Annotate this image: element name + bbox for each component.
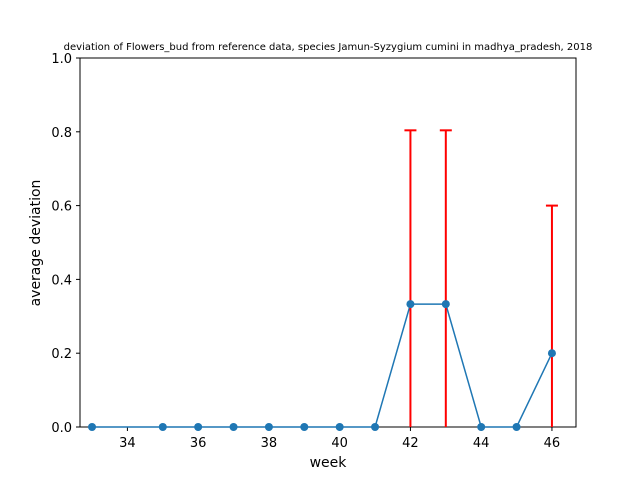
data-point	[477, 423, 486, 431]
data-point	[300, 423, 309, 431]
x-tick-label: 38	[261, 436, 278, 451]
x-tick-label: 40	[331, 436, 348, 451]
y-tick-label: 0.0	[51, 421, 72, 436]
data-point	[229, 423, 238, 431]
x-tick-label: 44	[473, 436, 490, 451]
axes-frame	[79, 57, 577, 428]
chart-title: deviation of Flowers_bud from reference …	[64, 42, 593, 53]
y-tick-label: 0.2	[51, 347, 72, 362]
x-tick-label: 36	[190, 436, 207, 451]
x-axis-label: week	[310, 455, 348, 471]
data-point	[88, 423, 97, 431]
y-tick-label: 0.6	[51, 200, 72, 215]
y-tick-label: 1.0	[51, 52, 72, 67]
data-point	[335, 423, 344, 431]
y-tick-label: 0.4	[51, 273, 72, 288]
data-point	[264, 423, 273, 431]
y-tick-label: 0.8	[51, 126, 72, 141]
x-tick-label: 42	[402, 436, 419, 451]
x-tick-label: 46	[544, 436, 561, 451]
data-point	[441, 300, 450, 309]
data-point	[158, 423, 167, 431]
data-point	[371, 423, 380, 431]
plot-area: 34 36 38 40 42 44 46 0.0 0.2 0.4 0.6 0.8 1.0	[51, 52, 577, 451]
series-line	[92, 303, 553, 428]
data-point	[512, 423, 521, 431]
data-point	[194, 423, 203, 431]
x-tick-label: 34	[119, 436, 136, 451]
data-point	[547, 349, 556, 358]
data-point	[406, 300, 415, 309]
y-axis-label: average deviation	[28, 180, 44, 307]
